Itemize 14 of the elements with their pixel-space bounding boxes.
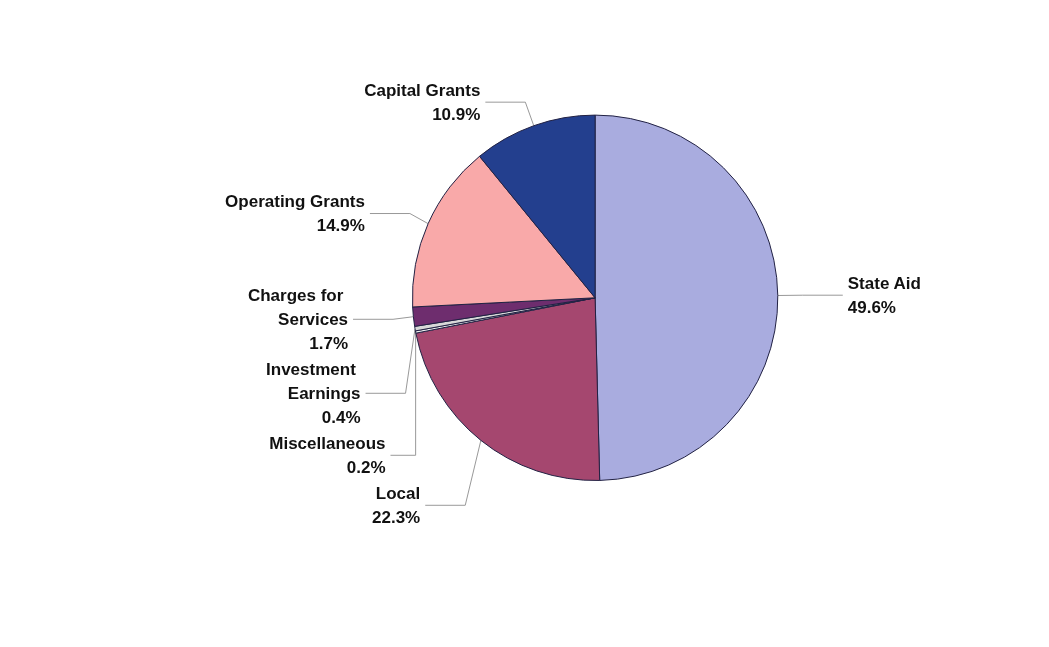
data-label: 0.2% — [346, 457, 386, 477]
slice-label: Miscellaneous — [269, 433, 386, 453]
slice-label: Capital Grants — [364, 80, 481, 100]
data-label: 14.9% — [316, 216, 365, 236]
slice-label: State Aid — [847, 273, 921, 293]
slice-label: Charges for Services — [247, 285, 349, 329]
data-label: 1.7% — [309, 333, 349, 353]
slice-label: Operating Grants — [225, 192, 365, 212]
data-label: 0.4% — [321, 407, 361, 427]
data-label: 10.9% — [432, 104, 481, 124]
slice-label: Local — [375, 483, 421, 503]
data-label: 22.3% — [372, 507, 421, 527]
slice-label: Investment Earnings — [266, 359, 361, 403]
data-label: 49.6% — [847, 297, 896, 317]
